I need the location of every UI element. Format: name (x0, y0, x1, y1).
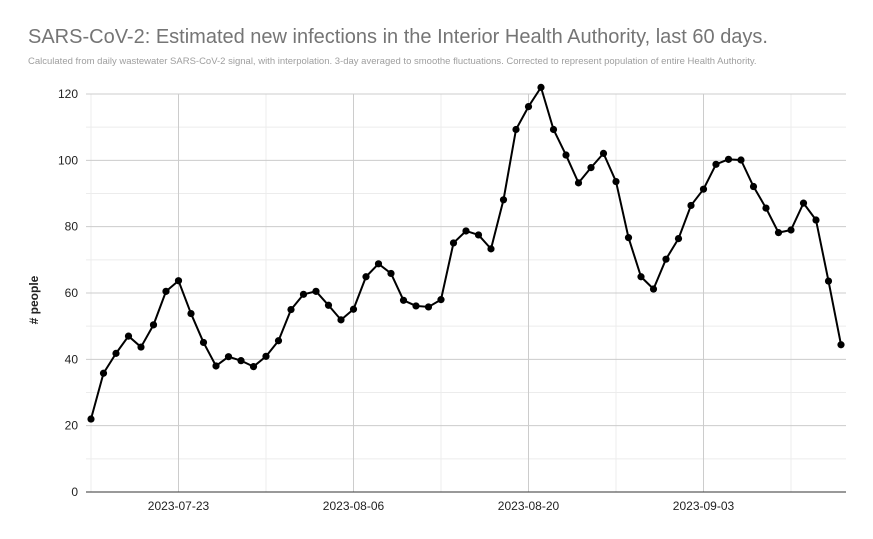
data-point (474, 231, 483, 239)
data-point (599, 149, 608, 157)
data-point (349, 305, 358, 313)
data-point (549, 125, 558, 134)
data-point (774, 229, 783, 237)
data-point (99, 369, 108, 377)
data-point (399, 296, 408, 304)
data-point (487, 245, 495, 253)
y-tick-label: 40 (65, 352, 79, 366)
data-point (187, 309, 195, 318)
y-tick-label: 60 (65, 286, 79, 300)
data-point (512, 125, 520, 134)
data-point (337, 316, 345, 324)
x-tick-label: 2023-09-03 (673, 499, 735, 513)
data-point (574, 179, 583, 187)
data-point (124, 332, 133, 340)
data-point (637, 273, 645, 281)
data-point (274, 337, 283, 345)
chart-subtitle: Calculated from daily wastewater SARS-Co… (28, 56, 757, 67)
data-point (662, 255, 670, 263)
data-point (699, 185, 708, 193)
data-point (649, 285, 658, 293)
data-point (262, 352, 270, 360)
data-point (212, 362, 220, 370)
series-line (90, 86, 842, 420)
y-tick-label: 120 (58, 87, 78, 101)
y-tick-label: 80 (65, 220, 79, 234)
data-point (499, 196, 508, 204)
data-point (812, 216, 820, 224)
data-point (174, 277, 183, 285)
data-point (112, 349, 120, 357)
data-point (824, 277, 833, 285)
x-tick-labels: 2023-07-23 2023-08-06 2023-08-20 2023-09-03 (148, 499, 735, 513)
y-tick-labels: 0 20 40 60 80 100 120 (58, 87, 78, 499)
data-point (462, 227, 470, 235)
data-point (437, 296, 445, 304)
chart-title: SARS-CoV-2: Estimated new infections in … (28, 26, 768, 48)
data-point (387, 269, 395, 278)
y-tick-label: 100 (58, 153, 78, 167)
y-axis-label: # people (27, 275, 41, 324)
data-point (87, 415, 95, 423)
data-point (362, 273, 370, 281)
x-tick-label: 2023-07-23 (148, 499, 210, 513)
data-point (524, 103, 533, 111)
data-point (324, 301, 333, 309)
data-point (799, 199, 808, 207)
y-tick-label: 0 (71, 485, 78, 499)
data-point (137, 343, 145, 351)
data-point (374, 260, 383, 268)
data-point (687, 201, 695, 210)
data-point (749, 182, 758, 191)
data-point (199, 338, 208, 347)
data-point (624, 234, 633, 242)
data-point (249, 363, 258, 371)
x-tick-label: 2023-08-06 (323, 499, 385, 513)
data-point (674, 235, 683, 243)
data-point (587, 164, 595, 172)
data-point (412, 302, 420, 310)
data-point (837, 341, 845, 349)
data-point (537, 83, 545, 91)
data-point (287, 305, 295, 314)
data-point (162, 287, 170, 295)
data-point (237, 357, 245, 365)
data-point (612, 177, 620, 186)
data-point (224, 353, 233, 361)
y-tick-label: 20 (65, 419, 79, 433)
major-gridlines (86, 93, 846, 492)
data-point (312, 287, 320, 295)
data-point (149, 321, 158, 329)
data-point (712, 160, 720, 168)
data-point (299, 290, 308, 298)
data-point (762, 204, 770, 212)
data-point (449, 239, 458, 247)
data-point (562, 151, 570, 159)
data-point (424, 303, 433, 311)
data-point (724, 155, 733, 163)
x-tick-label: 2023-08-20 (498, 499, 560, 513)
data-point (737, 156, 745, 164)
series-points (87, 83, 845, 423)
data-point (787, 226, 795, 234)
